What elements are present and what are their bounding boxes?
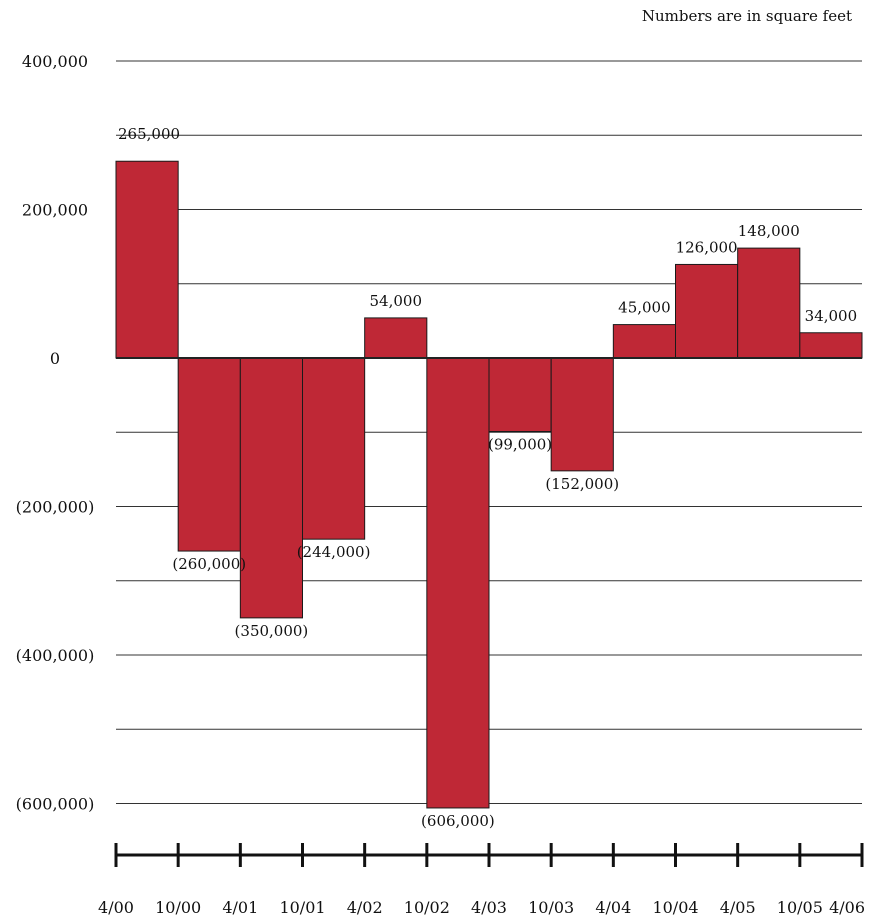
bar <box>550 357 614 472</box>
y-tick-label: 0 <box>50 349 60 368</box>
x-tick-label: 10/03 <box>528 898 574 917</box>
bars <box>115 160 863 809</box>
x-tick-label: 4/05 <box>720 898 756 917</box>
bar <box>737 247 801 359</box>
bar-value-label: (99,000) <box>488 436 552 454</box>
bar <box>239 357 303 619</box>
bar-value-label: (260,000) <box>172 555 246 573</box>
x-axis: 4/00 10/00 4/01 10/01 4/02 10/02 4/03 10/03 4/04… <box>98 843 865 917</box>
y-tick-label: 400,000 <box>22 52 88 71</box>
bar <box>364 317 428 359</box>
bar <box>612 324 676 359</box>
x-tick-label: 4/06 <box>829 898 865 917</box>
x-tick-label: 4/01 <box>222 898 258 917</box>
bar <box>799 332 863 359</box>
y-tick-label: (600,000) <box>16 795 95 814</box>
bar-value-label: 265,000 <box>118 125 180 143</box>
y-axis-labels: 400,000 200,000 0 (200,000) (400,000) (600,00… <box>16 52 95 814</box>
bar-value-label: 45,000 <box>618 299 671 317</box>
bar-value-label: (606,000) <box>421 812 495 830</box>
x-tick-label: 4/00 <box>98 898 134 917</box>
bar-value-label: 126,000 <box>676 238 738 256</box>
bar <box>488 357 552 433</box>
bar <box>115 160 179 359</box>
chart-note: Numbers are in square feet <box>642 7 852 25</box>
bar <box>675 263 739 359</box>
data-labels: 265,000 (260,000) (350,000) (244,000) 54,000… <box>118 125 857 830</box>
y-tick-label: 200,000 <box>22 201 88 220</box>
bar-value-label: 34,000 <box>805 307 858 325</box>
bar <box>426 357 490 809</box>
bar-value-label: 148,000 <box>738 222 800 240</box>
bar <box>302 357 366 540</box>
bar-value-label: (152,000) <box>545 475 619 493</box>
x-tick-label: 10/00 <box>155 898 201 917</box>
x-tick-label: 10/04 <box>652 898 698 917</box>
bar-value-label: (244,000) <box>297 543 371 561</box>
x-tick-label: 4/03 <box>471 898 507 917</box>
x-tick-label: 10/02 <box>404 898 450 917</box>
y-tick-label: (400,000) <box>16 646 95 665</box>
bar-value-label: (350,000) <box>235 622 309 640</box>
bar <box>177 357 241 552</box>
x-tick-label: 10/01 <box>279 898 325 917</box>
x-tick-label: 4/02 <box>347 898 383 917</box>
x-tick-label: 10/05 <box>777 898 823 917</box>
bar-value-label: 54,000 <box>370 292 423 310</box>
x-tick-label: 4/04 <box>595 898 631 917</box>
y-tick-label: (200,000) <box>16 498 95 517</box>
